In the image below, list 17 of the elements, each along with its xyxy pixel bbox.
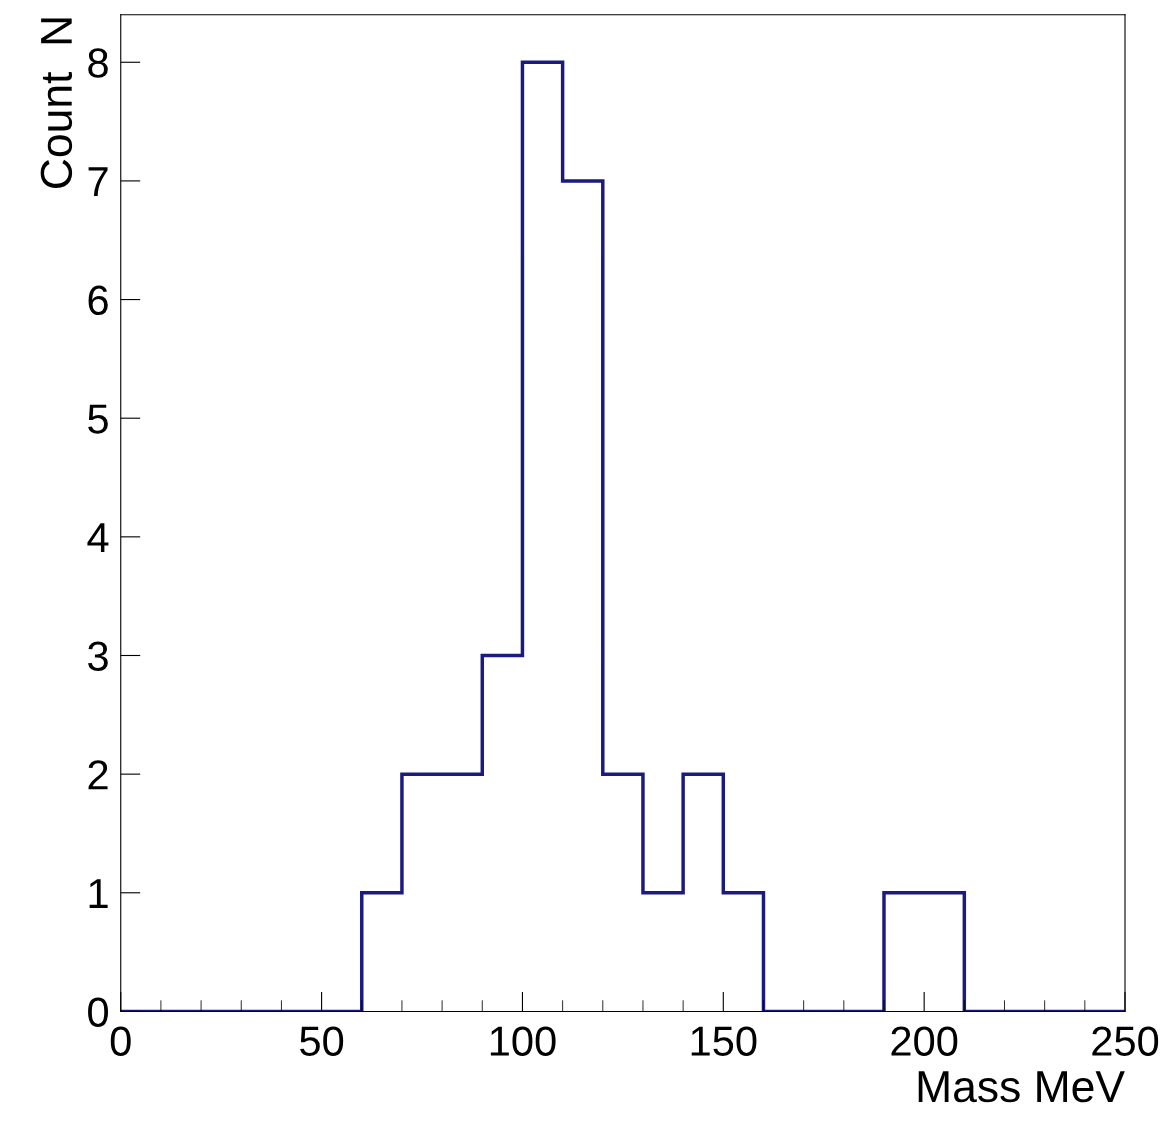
y-tick-label: 6 — [88, 285, 108, 316]
y-tick-label: 7 — [88, 167, 108, 197]
y-tick-label: 2 — [88, 760, 108, 790]
x-tick-label: 0 — [110, 1026, 131, 1056]
y-tick-label: 3 — [88, 641, 108, 671]
x-tick-label: 50 — [300, 1026, 344, 1056]
y-axis-title: Count N — [40, 18, 73, 188]
x-tick-label: 250 — [1092, 1026, 1159, 1056]
x-tick-label: 150 — [691, 1026, 757, 1056]
x-tick-label: 200 — [891, 1026, 958, 1056]
x-axis-title: Mass MeV — [918, 1071, 1125, 1103]
x-tick-label: 100 — [490, 1026, 556, 1056]
y-tick-label: 5 — [88, 404, 108, 434]
y-tick-label: 1 — [89, 879, 108, 908]
y-tick-label: 4 — [87, 523, 109, 552]
y-tick-label: 8 — [88, 48, 108, 78]
y-tick-label: 0 — [88, 997, 109, 1027]
